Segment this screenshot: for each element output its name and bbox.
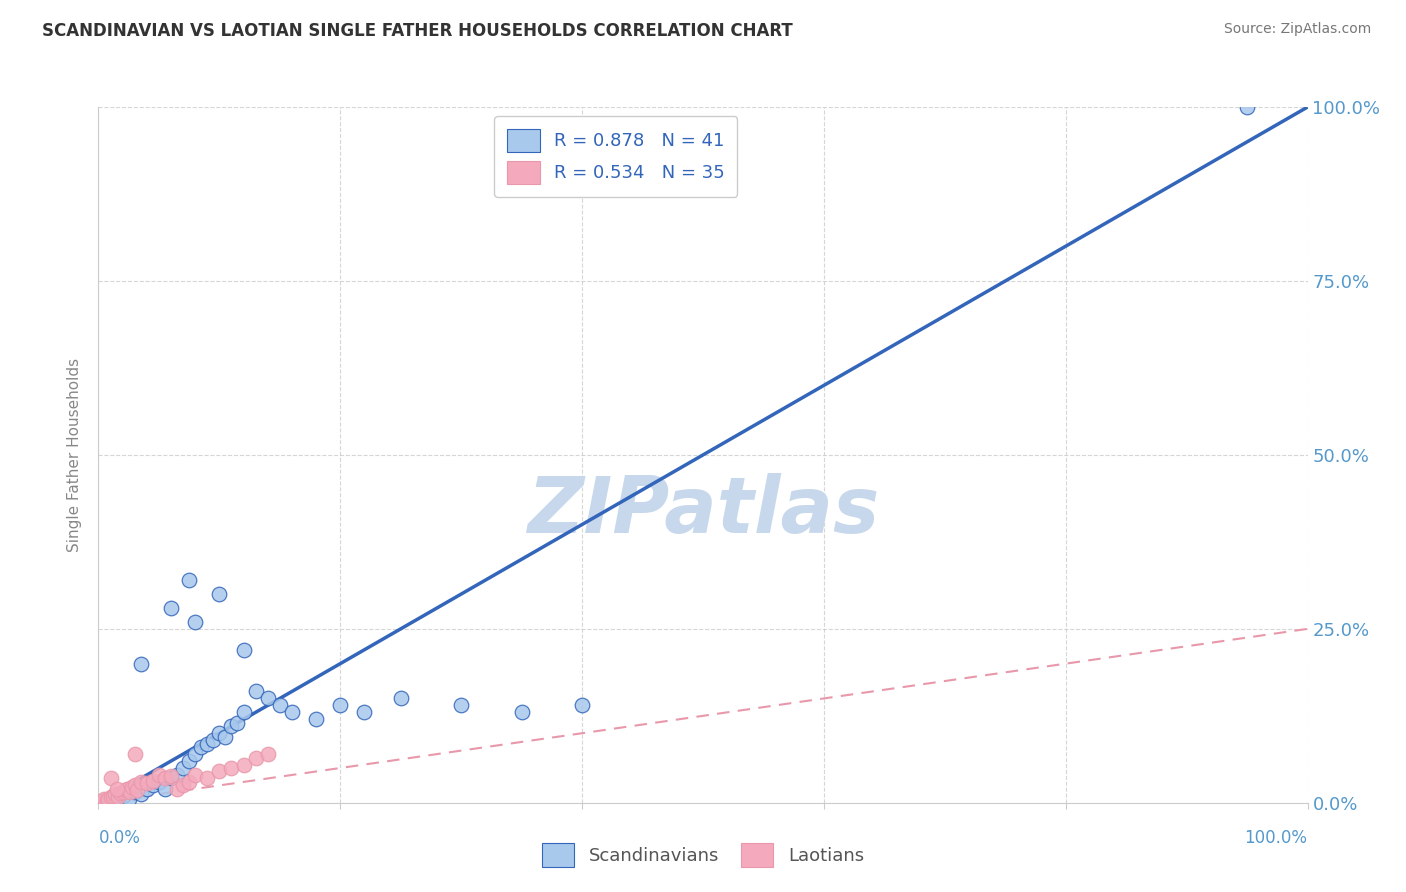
Point [195,737,218,751]
Point [108,786,131,800]
Point [281,706,304,720]
Legend: Scandinavians, Laotians: Scandinavians, Laotians [534,836,872,874]
Point [101,789,124,803]
Point [117,781,139,796]
Point [160,772,183,786]
Text: 0.0%: 0.0% [98,829,141,847]
Point [389,691,412,706]
Point [153,772,176,786]
Point [118,785,141,799]
Point [129,775,152,789]
Point [221,719,243,733]
Point [353,706,375,720]
Point [305,712,328,726]
Point [172,778,194,792]
Point [184,747,207,761]
Point [226,715,249,730]
Point [104,788,127,802]
Text: ZIPatlas: ZIPatlas [527,473,879,549]
Point [329,698,352,713]
Point [127,783,149,797]
Point [124,778,146,792]
Point [142,778,165,792]
Point [208,764,231,779]
Point [269,698,291,713]
Point [135,776,157,790]
Point [118,792,141,806]
Point [256,747,278,761]
Point [232,642,254,657]
Point [121,780,143,795]
Point [256,691,278,706]
Point [160,601,183,615]
Text: SCANDINAVIAN VS LAOTIAN SINGLE FATHER HOUSEHOLDS CORRELATION CHART: SCANDINAVIAN VS LAOTIAN SINGLE FATHER HO… [42,22,793,40]
Point [114,783,136,797]
Point [166,768,188,782]
Point [107,789,129,804]
Point [208,587,231,601]
Point [148,775,170,789]
Point [179,775,201,789]
Point [148,768,170,782]
Point [100,790,122,805]
Point [208,726,231,740]
Point [510,706,533,720]
Point [142,773,165,788]
Point [1236,100,1258,114]
Point [245,750,267,764]
Point [202,733,225,747]
Point [124,785,146,799]
Point [124,747,146,761]
Point [135,781,157,796]
Point [160,769,183,783]
Point [105,791,128,805]
Text: Source: ZipAtlas.com: Source: ZipAtlas.com [1223,22,1371,37]
Point [221,761,243,775]
Point [91,794,114,808]
Point [153,781,176,796]
Point [96,793,118,807]
Point [100,793,122,807]
Point [129,657,152,671]
Point [232,706,254,720]
Point [179,754,201,768]
Point [195,772,218,786]
Point [179,573,201,587]
Point [111,785,134,799]
Point [184,615,207,629]
Point [214,730,236,744]
Point [105,781,128,796]
Point [166,781,188,796]
Point [571,698,593,713]
Point [97,791,120,805]
Point [245,684,267,698]
Point [450,698,472,713]
Point [129,788,152,802]
Point [190,740,212,755]
Point [111,789,134,803]
Point [100,772,122,786]
Point [93,792,115,806]
Point [232,757,254,772]
Point [184,768,207,782]
Text: 100.0%: 100.0% [1244,829,1308,847]
Y-axis label: Single Father Households: Single Father Households [67,358,83,552]
Point [172,761,194,775]
